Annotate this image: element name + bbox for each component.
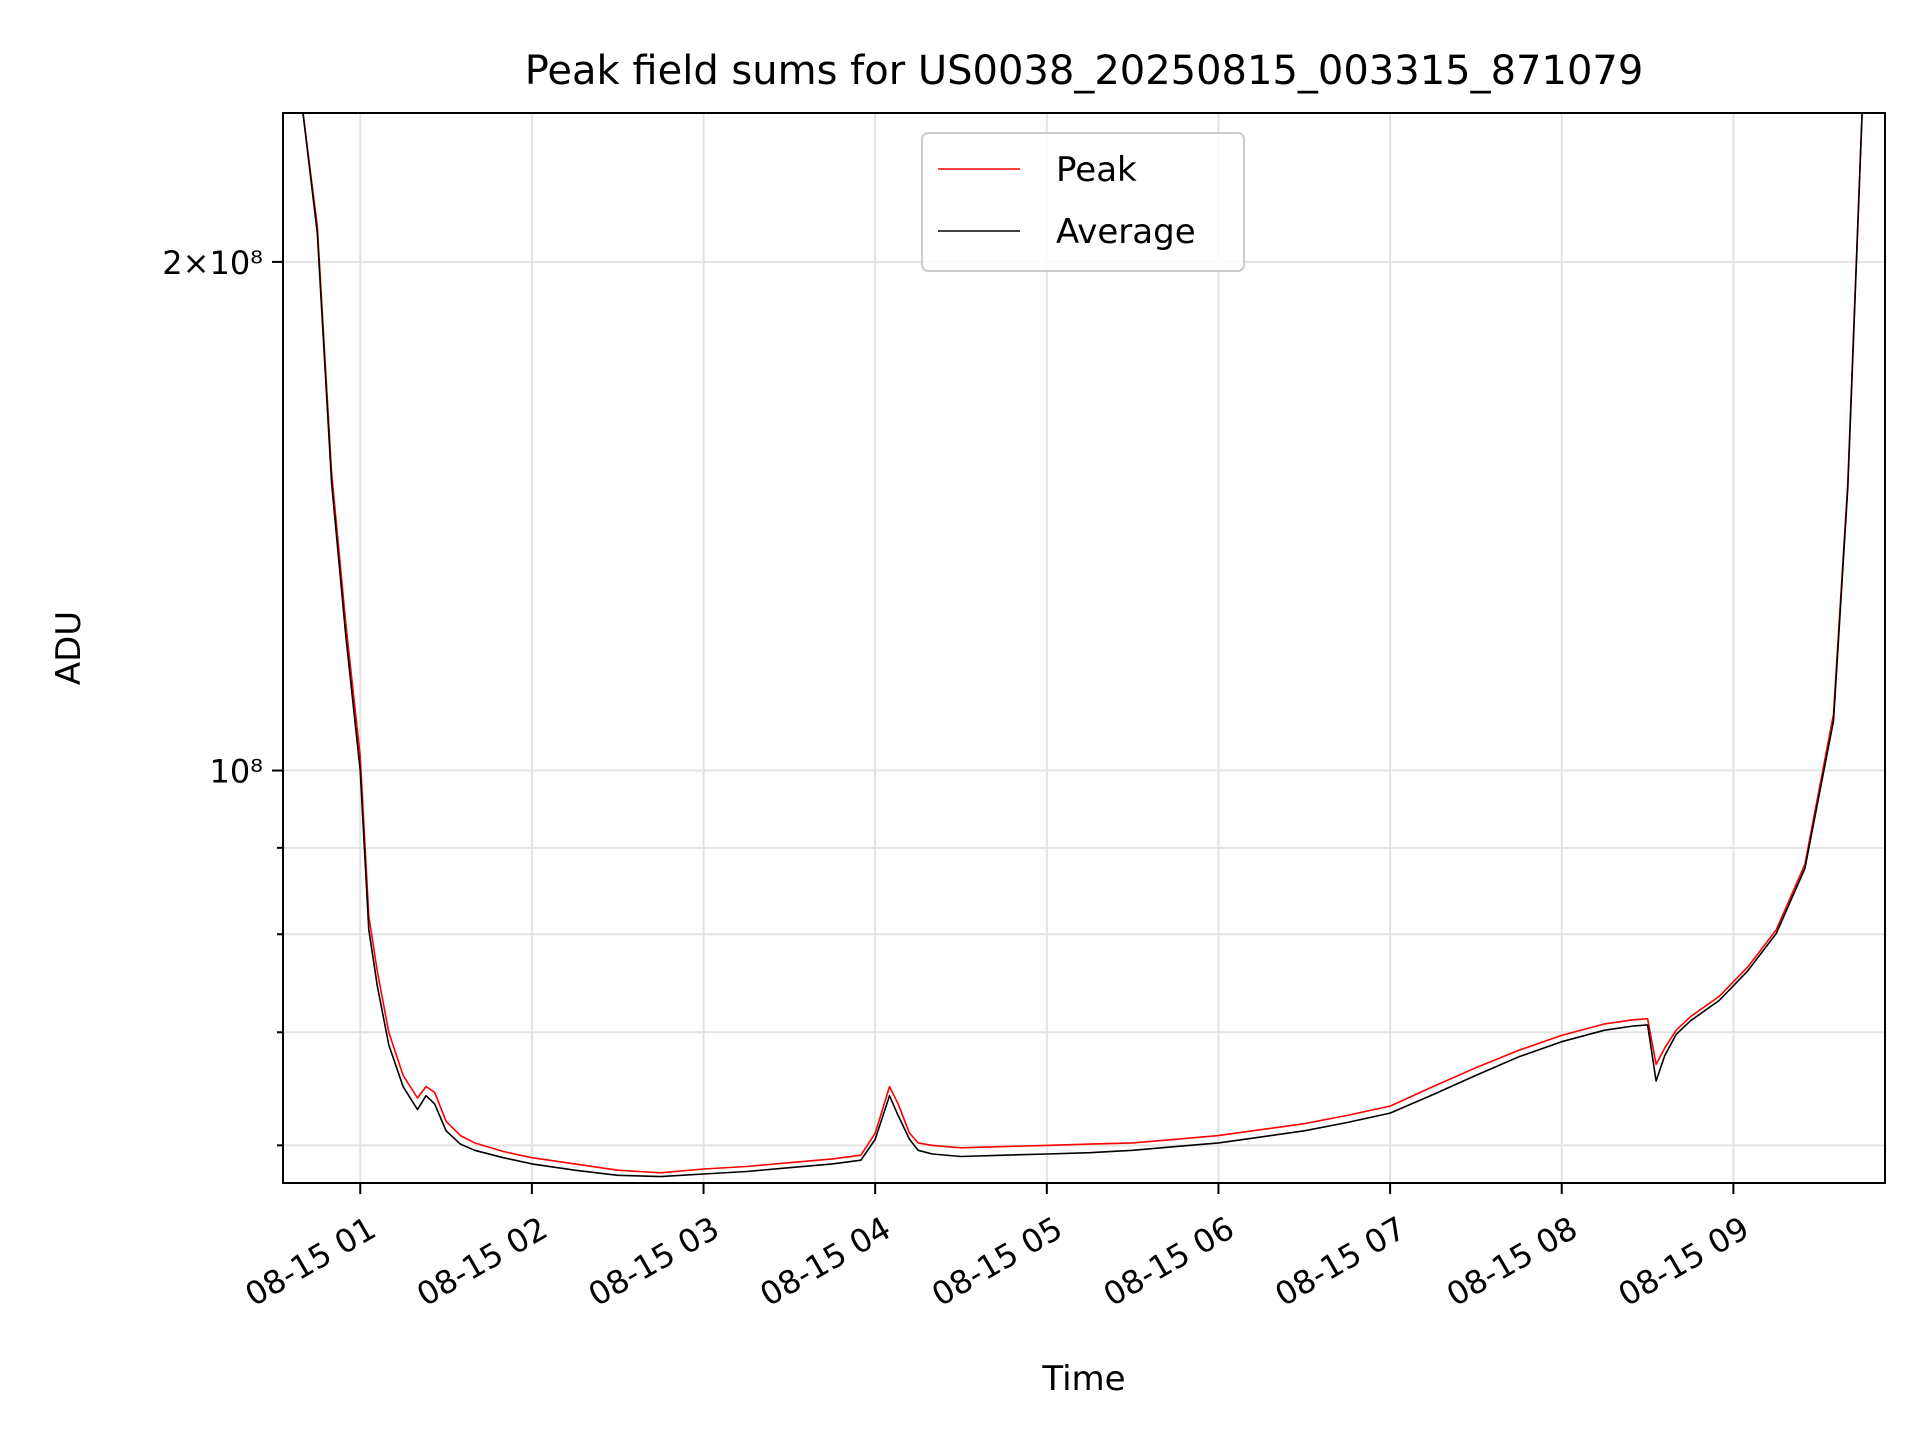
x-tick-label: 08-15 07 xyxy=(1268,1209,1412,1314)
x-tick-label: 08-15 04 xyxy=(754,1209,898,1314)
series-line-peak xyxy=(283,113,1885,1174)
x-tick-label: 08-15 08 xyxy=(1440,1209,1584,1314)
legend-box xyxy=(921,132,1245,272)
series-lines xyxy=(283,113,1885,1178)
x-tick-label: 08-15 09 xyxy=(1612,1209,1756,1314)
y-tick-label: 10⁸ xyxy=(209,753,263,791)
x-tick-label: 08-15 05 xyxy=(925,1209,1069,1314)
legend-label-peak: Peak xyxy=(1056,150,1137,190)
x-tick-label: 08-15 06 xyxy=(1097,1209,1241,1314)
x-tick-label: 08-15 02 xyxy=(410,1209,554,1314)
axis-ticks: 08-15 01 08-15 02 08-15 03 08-15 04 08-15 05… xyxy=(162,244,1755,1314)
x-axis-label: Time xyxy=(1041,1359,1125,1399)
chart-title: Peak field sums for US0038_20250815_0033… xyxy=(525,48,1644,94)
x-tick-label: 08-15 01 xyxy=(239,1209,383,1314)
x-tick-label: 08-15 03 xyxy=(582,1209,726,1314)
y-axis-label: ADU xyxy=(49,611,89,685)
legend-label-average: Average xyxy=(1056,212,1196,252)
legend: Peak Average xyxy=(921,132,1245,272)
y-tick-label: 2×10⁸ xyxy=(162,244,263,282)
series-line-average xyxy=(283,113,1885,1178)
plot-area-frame xyxy=(282,112,1886,1184)
grid-lines xyxy=(283,113,1885,1183)
